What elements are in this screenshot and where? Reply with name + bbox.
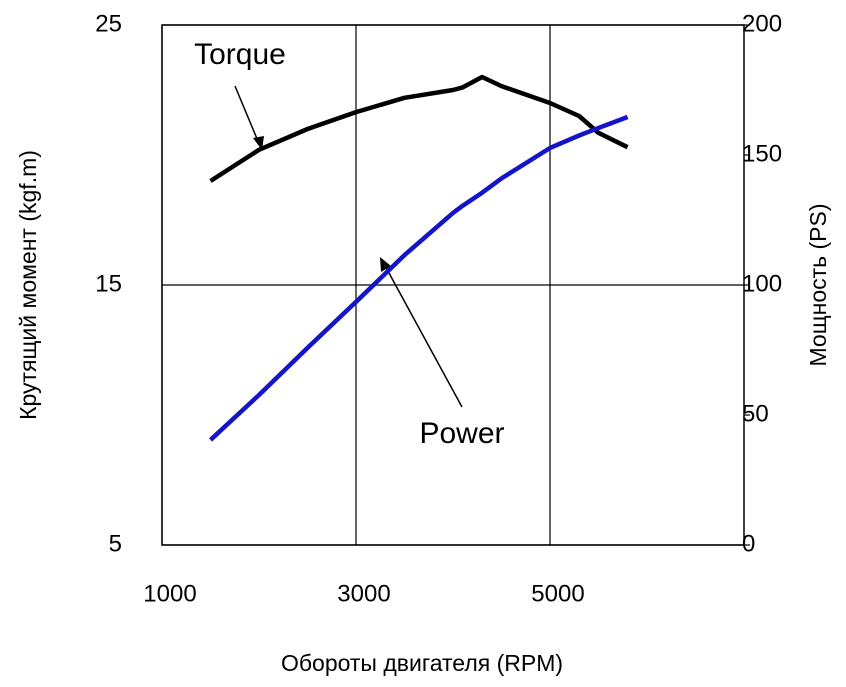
y2-tick-label: 100	[742, 270, 782, 297]
y-tick-label: 5	[109, 530, 122, 557]
power-arrow	[382, 261, 463, 408]
y2-tick-label: 200	[742, 10, 782, 37]
power-arrowhead	[380, 257, 391, 272]
y2-tick-label: 0	[742, 530, 755, 557]
plot-frame	[161, 24, 745, 546]
y-tick-label: 25	[95, 10, 122, 37]
x-axis-title: Обороты двигателя (RPM)	[281, 650, 563, 676]
x-tick-label: 1000	[143, 580, 196, 607]
series-line	[208, 114, 629, 442]
x-tick-label: 5000	[531, 580, 584, 607]
y-axis-title: Крутящий момент (kgf.m)	[15, 150, 41, 420]
y2-axis-title: Мощность (PS)	[805, 203, 831, 366]
power-annotation: Power	[419, 417, 504, 450]
series-line	[209, 74, 629, 183]
y2-tick-label: 150	[742, 140, 782, 167]
torque-arrow	[234, 85, 261, 147]
x-tick-label: 3000	[337, 580, 390, 607]
y-tick-label: 15	[95, 270, 122, 297]
y2-tick-label: 50	[742, 400, 769, 427]
torque-annotation: Torque	[194, 38, 286, 71]
